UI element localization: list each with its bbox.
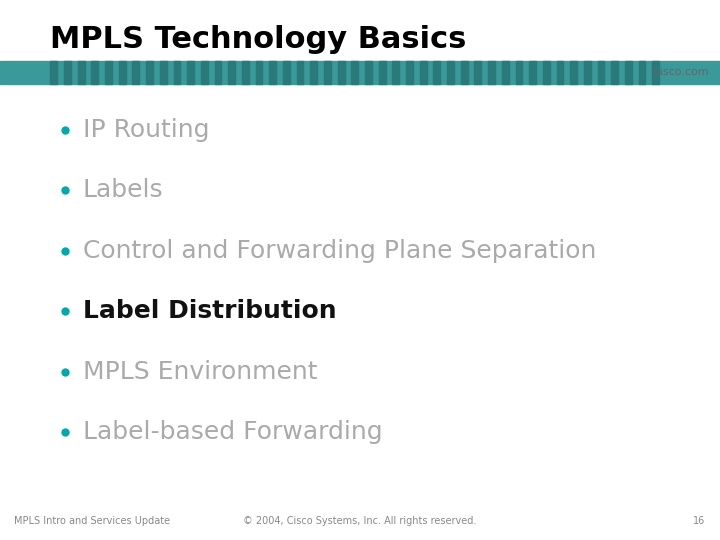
Bar xyxy=(324,61,331,84)
Text: MPLS Environment: MPLS Environment xyxy=(83,360,318,383)
Bar xyxy=(187,61,194,84)
Bar xyxy=(310,61,318,84)
Text: MPLS Technology Basics: MPLS Technology Basics xyxy=(50,25,467,54)
Bar xyxy=(256,61,262,84)
Bar xyxy=(433,61,441,84)
Text: © 2004, Cisco Systems, Inc. All rights reserved.: © 2004, Cisco Systems, Inc. All rights r… xyxy=(243,516,477,526)
Bar xyxy=(461,61,468,84)
Text: MPLS Intro and Services Update: MPLS Intro and Services Update xyxy=(14,516,171,526)
Bar xyxy=(228,61,235,84)
Bar xyxy=(502,61,508,84)
Text: IP Routing: IP Routing xyxy=(83,118,210,141)
Text: Cisco.com: Cisco.com xyxy=(652,68,709,77)
Bar xyxy=(447,61,454,84)
Text: Control and Forwarding Plane Separation: Control and Forwarding Plane Separation xyxy=(83,239,596,262)
Bar xyxy=(201,61,208,84)
Bar xyxy=(78,61,85,84)
Bar xyxy=(132,61,140,84)
Bar xyxy=(611,61,618,84)
Bar xyxy=(351,61,359,84)
Bar xyxy=(406,61,413,84)
Bar xyxy=(105,61,112,84)
Bar xyxy=(379,61,386,84)
Bar xyxy=(474,61,481,84)
Bar xyxy=(392,61,399,84)
Text: 16: 16 xyxy=(693,516,706,526)
Bar xyxy=(557,61,563,84)
Bar xyxy=(297,61,304,84)
Bar xyxy=(146,61,153,84)
Bar xyxy=(652,61,659,84)
Bar xyxy=(242,61,249,84)
Text: Labels: Labels xyxy=(83,178,163,202)
Bar xyxy=(365,61,372,84)
Bar xyxy=(584,61,590,84)
Bar xyxy=(529,61,536,84)
Bar xyxy=(64,61,71,84)
Bar xyxy=(420,61,426,84)
Bar xyxy=(269,61,276,84)
Text: Label-based Forwarding: Label-based Forwarding xyxy=(83,420,382,444)
Bar xyxy=(160,61,167,84)
Bar xyxy=(91,61,98,84)
Bar xyxy=(174,61,180,84)
Bar xyxy=(215,61,222,84)
Bar xyxy=(283,61,290,84)
Bar xyxy=(516,61,522,84)
Bar xyxy=(598,61,604,84)
Bar xyxy=(50,61,58,84)
Text: Label Distribution: Label Distribution xyxy=(83,299,336,323)
Bar xyxy=(338,61,345,84)
Bar xyxy=(543,61,550,84)
Bar xyxy=(488,61,495,84)
Bar xyxy=(639,61,645,84)
Bar xyxy=(0,61,720,84)
Bar xyxy=(625,61,631,84)
Bar xyxy=(570,61,577,84)
Bar xyxy=(119,61,126,84)
